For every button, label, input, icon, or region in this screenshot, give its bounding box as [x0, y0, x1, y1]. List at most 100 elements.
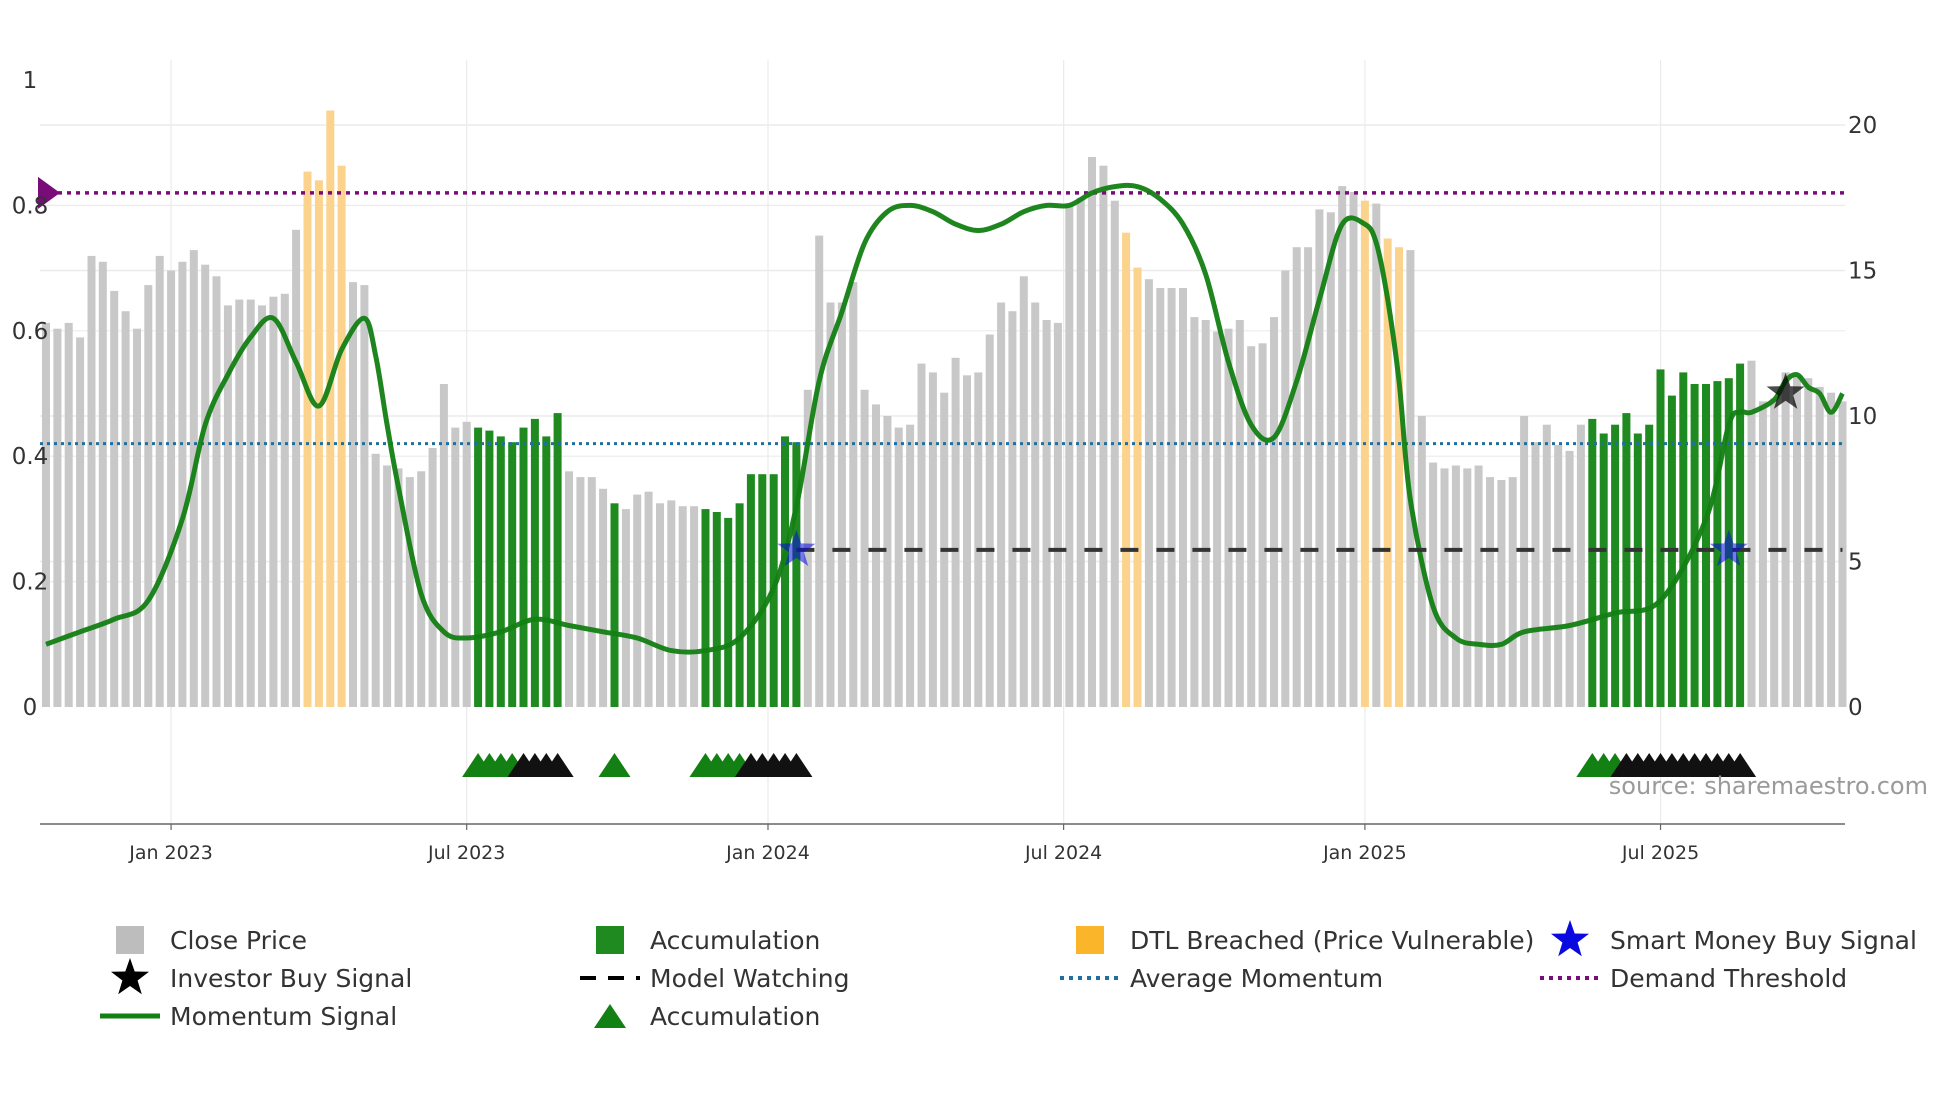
- demand-threshold-marker: [38, 176, 60, 209]
- legend-item-model-watching: Model Watching: [580, 964, 850, 993]
- accumulation-bar: [781, 436, 789, 707]
- accumulation-bar: [735, 503, 744, 707]
- dtl-breached-bar: [337, 165, 346, 707]
- close-price-bar: [360, 285, 369, 707]
- close-price-bar: [872, 404, 880, 707]
- accumulation-triangle-dark: [780, 753, 813, 777]
- accumulation-triangle: [598, 753, 631, 777]
- right-axis-tick: 10: [1848, 404, 1877, 430]
- accumulation-bar: [1656, 369, 1665, 707]
- legend-star-icon: [1551, 920, 1589, 957]
- close-price-bar: [576, 477, 585, 707]
- close-price-bar: [963, 375, 971, 707]
- close-price-bar: [439, 384, 448, 707]
- reference-lines: [38, 176, 1845, 446]
- accumulation-bar: [1633, 433, 1642, 707]
- accumulation-bar: [553, 413, 562, 707]
- close-price-bar: [1201, 320, 1210, 707]
- dtl-breached-bar: [303, 171, 312, 708]
- close-price-bar: [1088, 157, 1096, 707]
- close-price-bar: [121, 311, 130, 707]
- dtl-breached-bar: [1133, 267, 1142, 707]
- legend-item-close-price: Close Price: [116, 926, 307, 955]
- close-price-bar: [383, 465, 392, 707]
- legend-label: Average Momentum: [1130, 964, 1383, 993]
- legend-item-momentum-signal: Momentum Signal: [100, 1002, 397, 1031]
- x-axis-tick: Jan 2023: [128, 842, 213, 864]
- accumulation-bar: [724, 517, 733, 707]
- close-price-bar: [656, 503, 664, 707]
- close-price-bar: [1019, 276, 1028, 707]
- close-price-bar: [1554, 445, 1563, 707]
- close-price-bar: [1326, 212, 1335, 708]
- close-price-bar: [1281, 270, 1290, 707]
- close-price-bar: [349, 282, 357, 707]
- legend-label: Momentum Signal: [170, 1002, 397, 1031]
- legend-item-average-momentum: Average Momentum: [1060, 964, 1383, 993]
- close-price-bar: [371, 453, 380, 707]
- close-price-bar: [1008, 311, 1017, 707]
- close-price-bar: [167, 270, 176, 707]
- close-price-bar: [178, 261, 187, 707]
- left-axis-tick: 0.8: [12, 193, 49, 219]
- source-note: source: sharemaestro.com: [1609, 772, 1928, 800]
- close-price-bar: [269, 296, 278, 707]
- legend-item-accumulation: Accumulation: [596, 926, 820, 955]
- accumulation-bar: [1622, 413, 1631, 707]
- close-price-bar: [64, 322, 73, 707]
- left-axis-tick: 0.4: [12, 444, 49, 470]
- close-price-bar: [133, 328, 141, 707]
- accumulation-bar: [530, 418, 539, 707]
- investor-buy-star: [1766, 372, 1805, 409]
- momentum-signal-line: [45, 182, 1845, 655]
- close-price-bar: [849, 282, 858, 707]
- close-price-bar: [883, 416, 892, 707]
- legend-item-smart-money-buy-signal: Smart Money Buy Signal: [1551, 920, 1917, 957]
- close-price-bar: [644, 491, 653, 707]
- close-price-bar: [1508, 477, 1517, 707]
- close-price-bar: [621, 509, 630, 707]
- legend-label: Accumulation: [650, 926, 820, 955]
- close-price-bar: [1747, 360, 1756, 707]
- close-price-bar: [144, 285, 153, 707]
- close-price-bar: [928, 372, 937, 707]
- close-price-bar: [906, 424, 915, 707]
- legend-label: Model Watching: [650, 964, 850, 993]
- close-price-bar: [1144, 279, 1153, 707]
- close-price-bar: [690, 506, 699, 707]
- accumulation-bar: [758, 474, 767, 707]
- close-price-bar: [1520, 416, 1529, 707]
- accumulation-bar: [792, 442, 801, 707]
- close-price-bar: [1463, 468, 1472, 707]
- close-price-bar: [633, 494, 642, 707]
- close-price-bar: [1235, 320, 1244, 707]
- accumulation-triangle-dark: [541, 753, 574, 777]
- close-price-bar: [1076, 197, 1085, 708]
- legend-swatch: [596, 926, 624, 954]
- close-price-bar: [1793, 375, 1801, 707]
- close-price-bar: [1258, 343, 1267, 708]
- accumulation-triangle-dark: [1724, 753, 1757, 777]
- close-price-bar: [826, 302, 835, 707]
- close-price-bar: [1179, 288, 1187, 707]
- dtl-breached-bar: [314, 180, 323, 708]
- close-price-bar: [1053, 322, 1062, 707]
- accumulation-bar: [746, 474, 755, 707]
- legend-label: Accumulation: [650, 1002, 820, 1031]
- accumulation-bar: [474, 427, 483, 707]
- signal-markers: [777, 372, 1805, 566]
- close-price-bar: [1486, 477, 1494, 707]
- right-axis-tick: 20: [1848, 113, 1877, 139]
- close-price-bar: [1838, 401, 1847, 707]
- close-price-bar: [1224, 328, 1233, 707]
- close-price-bar: [1565, 450, 1574, 707]
- close-price-bar: [280, 293, 289, 707]
- close-price-bar: [1827, 392, 1836, 707]
- close-price-bar: [155, 255, 164, 707]
- x-axis-tick: Jul 2025: [1621, 842, 1699, 864]
- close-price-bar: [98, 261, 107, 707]
- close-price-bar: [405, 477, 414, 707]
- price-bars: [42, 110, 1847, 708]
- momentum-series: [45, 182, 1845, 655]
